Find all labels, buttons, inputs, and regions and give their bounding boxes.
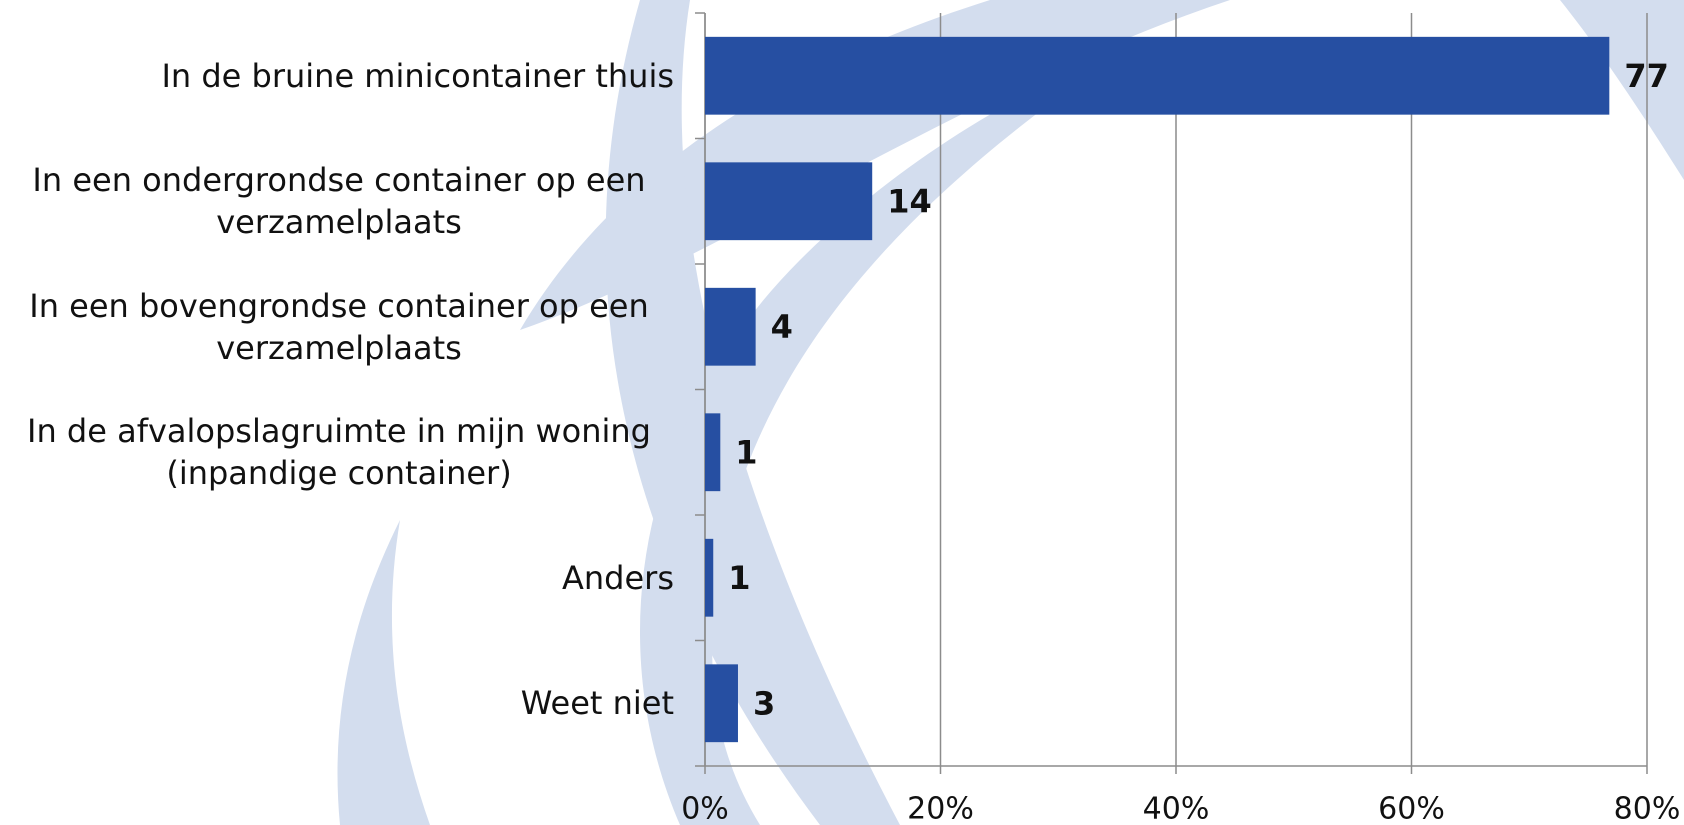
y-tick-label: In een bovengrondse container op een ver… — [4, 267, 674, 387]
category-text: In de afvalopslagruimte in mijn woning (… — [27, 412, 651, 493]
y-tick-label: In de bruine minicontainer thuis — [161, 16, 674, 136]
x-tick-label: 80% — [1614, 792, 1681, 825]
x-tick-label: 20% — [907, 792, 974, 825]
x-tick-label: 40% — [1143, 792, 1210, 825]
value-label: 14 — [887, 182, 932, 220]
x-tick-label: 60% — [1378, 792, 1445, 825]
bar — [705, 413, 721, 492]
value-label: 77 — [1624, 57, 1669, 95]
value-label: 3 — [753, 684, 775, 722]
y-tick-label: Anders — [562, 518, 674, 638]
bar — [705, 36, 1610, 115]
category-text: Weet niet — [520, 684, 674, 723]
y-tick-label: In de afvalopslagruimte in mijn woning (… — [4, 392, 674, 512]
y-tick-label: Weet niet — [521, 643, 674, 763]
y-tick-label: In een ondergrondse container op een ver… — [4, 141, 674, 261]
value-label: 1 — [728, 559, 750, 597]
category-text: In een bovengrondse container op een ver… — [29, 286, 649, 367]
x-tick-label: 0% — [681, 792, 729, 825]
bar — [705, 664, 738, 743]
bar — [705, 287, 756, 366]
category-text: Anders — [562, 558, 674, 597]
value-label: 4 — [771, 308, 793, 346]
category-text: In een ondergrondse container op een ver… — [32, 161, 646, 242]
bar — [705, 538, 714, 617]
category-text: In de bruine minicontainer thuis — [161, 56, 674, 95]
background-decoration — [337, 0, 1684, 825]
value-label: 1 — [735, 433, 757, 471]
bar — [705, 162, 873, 241]
